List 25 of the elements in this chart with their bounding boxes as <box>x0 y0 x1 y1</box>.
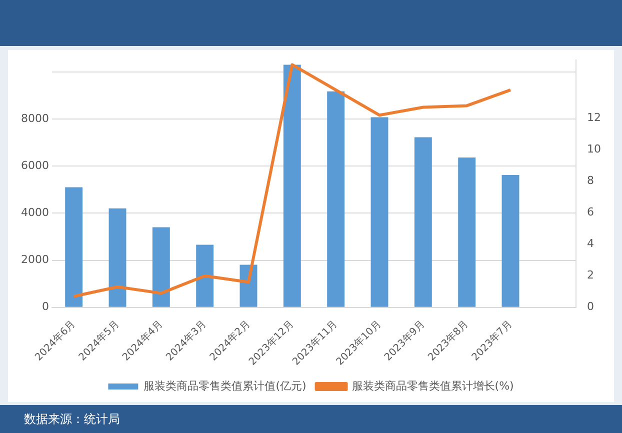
legend-label: 服装类商品零售类值累计增长(%) <box>352 379 514 392</box>
source-note: 数据来源：统计局 <box>24 410 120 428</box>
y2-tick-label: 2 <box>587 268 594 282</box>
y-tick-label: 4000 <box>20 206 49 219</box>
y-tick-label: 0 <box>42 300 49 314</box>
y2-tick-label: 8 <box>587 174 594 188</box>
bar <box>108 208 126 307</box>
y-tick-label: 8000 <box>20 112 49 125</box>
bar <box>370 117 388 307</box>
bar <box>502 174 520 307</box>
y2-tick-label: 0 <box>587 300 594 314</box>
y2-tick-label: 4 <box>587 237 594 250</box>
y-tick-label: 6000 <box>20 158 49 172</box>
bar <box>65 187 83 307</box>
y2-tick-label: 12 <box>587 111 602 124</box>
bar <box>414 137 432 307</box>
bar <box>458 158 476 307</box>
bar <box>327 91 345 307</box>
bar <box>196 244 214 307</box>
legend-label: 服装类商品零售类值累计值(亿元) <box>144 379 306 392</box>
bar <box>283 64 301 307</box>
y2-tick-label: 6 <box>587 206 594 219</box>
y-tick-label: 2000 <box>20 253 49 266</box>
y2-tick-label: 10 <box>587 142 602 156</box>
bar <box>152 227 170 307</box>
